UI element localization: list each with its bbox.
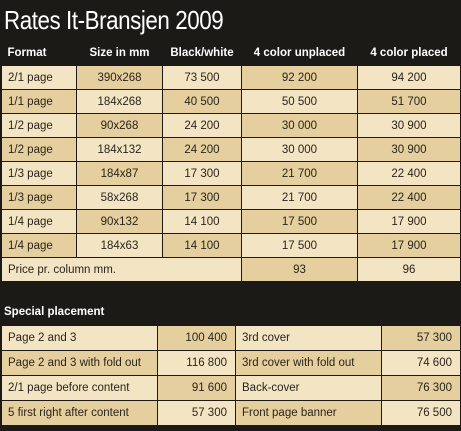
column-price-unplaced: 93 xyxy=(241,257,358,282)
table-row: 1/3 page 184x87 17 300 21 700 22 400 xyxy=(1,161,461,186)
column-price-row: Price pr. column mm. 93 96 xyxy=(1,257,461,282)
table-row: 1/4 page 90x132 14 100 17 500 17 900 xyxy=(1,209,461,234)
table-row: 1/4 page 184x63 14 100 17 500 17 900 xyxy=(1,233,461,258)
placed-cell: 51 700 xyxy=(357,89,461,114)
placed-cell: 17 900 xyxy=(357,233,461,258)
table-row: 1/1 page 184x268 40 500 50 500 51 700 xyxy=(1,89,461,114)
size-cell: 184x87 xyxy=(76,161,163,186)
table-row: 2/1 page before content 91 600 Back-cove… xyxy=(1,375,461,401)
unplaced-cell: 17 500 xyxy=(241,233,358,258)
bw-cell: 24 200 xyxy=(162,113,242,138)
format-cell: 1/1 page xyxy=(1,89,77,114)
column-price-label: Price pr. column mm. xyxy=(1,257,242,282)
header-4-color-unplaced: 4 color unplaced xyxy=(241,40,358,66)
size-cell: 184x132 xyxy=(76,137,163,162)
special-right-value: 76 300 xyxy=(381,375,461,401)
unplaced-cell: 30 000 xyxy=(241,113,358,138)
size-cell: 58x268 xyxy=(76,185,163,210)
rates-table: Format Size in mm Black/white 4 color un… xyxy=(1,40,461,282)
special-left-value: 100 400 xyxy=(157,325,236,351)
format-cell: 1/4 page xyxy=(1,233,77,258)
placed-cell: 22 400 xyxy=(357,161,461,186)
special-right-label: Front page banner xyxy=(235,400,382,426)
bw-cell: 14 100 xyxy=(162,209,242,234)
bw-cell: 17 300 xyxy=(162,185,242,210)
special-left-label: 2/1 page before content xyxy=(1,375,158,401)
unplaced-cell: 21 700 xyxy=(241,185,358,210)
unplaced-cell: 17 500 xyxy=(241,209,358,234)
special-right-value: 74 600 xyxy=(381,350,461,376)
format-cell: 1/2 page xyxy=(1,113,77,138)
placed-cell: 17 900 xyxy=(357,209,461,234)
table-row: 5 first right after content 57 300 Front… xyxy=(1,400,461,426)
format-cell: 1/2 page xyxy=(1,137,77,162)
special-right-value: 57 300 xyxy=(381,325,461,351)
page-title: Rates It-Bransjen 2009 xyxy=(4,5,224,35)
format-cell: 1/3 page xyxy=(1,185,77,210)
format-cell: 1/4 page xyxy=(1,209,77,234)
header-4-color-placed: 4 color placed xyxy=(357,40,461,66)
special-right-label: 3rd cover xyxy=(235,325,382,351)
special-left-label: 5 first right after content xyxy=(1,400,158,426)
special-left-label: Page 2 and 3 xyxy=(1,325,158,351)
rates-header-row: Format Size in mm Black/white 4 color un… xyxy=(1,40,461,66)
special-left-value: 57 300 xyxy=(157,400,236,426)
header-black-white: Black/white xyxy=(162,40,242,66)
special-placement-heading: Special placement xyxy=(4,306,105,318)
size-cell: 90x132 xyxy=(76,209,163,234)
placed-cell: 94 200 xyxy=(357,65,461,90)
special-right-label: Back-cover xyxy=(235,375,382,401)
bw-cell: 24 200 xyxy=(162,137,242,162)
unplaced-cell: 92 200 xyxy=(241,65,358,90)
special-left-label: Page 2 and 3 with fold out xyxy=(1,350,158,376)
unplaced-cell: 21 700 xyxy=(241,161,358,186)
special-right-value: 76 500 xyxy=(381,400,461,426)
table-row: 2/1 page 390x268 73 500 92 200 94 200 xyxy=(1,65,461,90)
unplaced-cell: 50 500 xyxy=(241,89,358,114)
column-price-placed: 96 xyxy=(357,257,461,282)
table-row: Page 2 and 3 with fold out 116 800 3rd c… xyxy=(1,350,461,376)
size-cell: 184x63 xyxy=(76,233,163,258)
placed-cell: 22 400 xyxy=(357,185,461,210)
bw-cell: 14 100 xyxy=(162,233,242,258)
special-left-value: 91 600 xyxy=(157,375,236,401)
bw-cell: 73 500 xyxy=(162,65,242,90)
placed-cell: 30 900 xyxy=(357,137,461,162)
size-cell: 90x268 xyxy=(76,113,163,138)
placed-cell: 30 900 xyxy=(357,113,461,138)
table-row: Page 2 and 3 100 400 3rd cover 57 300 xyxy=(1,325,461,351)
header-format: Format xyxy=(1,40,77,66)
bw-cell: 40 500 xyxy=(162,89,242,114)
special-placement-table: Page 2 and 3 100 400 3rd cover 57 300 Pa… xyxy=(1,325,461,426)
table-row: 1/3 page 58x268 17 300 21 700 22 400 xyxy=(1,185,461,210)
header-size: Size in mm xyxy=(76,40,163,66)
table-row: 1/2 page 90x268 24 200 30 000 30 900 xyxy=(1,113,461,138)
unplaced-cell: 30 000 xyxy=(241,137,358,162)
table-row: 1/2 page 184x132 24 200 30 000 30 900 xyxy=(1,137,461,162)
bw-cell: 17 300 xyxy=(162,161,242,186)
format-cell: 2/1 page xyxy=(1,65,77,90)
special-right-label: 3rd cover with fold out xyxy=(235,350,382,376)
size-cell: 390x268 xyxy=(76,65,163,90)
format-cell: 1/3 page xyxy=(1,161,77,186)
size-cell: 184x268 xyxy=(76,89,163,114)
special-left-value: 116 800 xyxy=(157,350,236,376)
